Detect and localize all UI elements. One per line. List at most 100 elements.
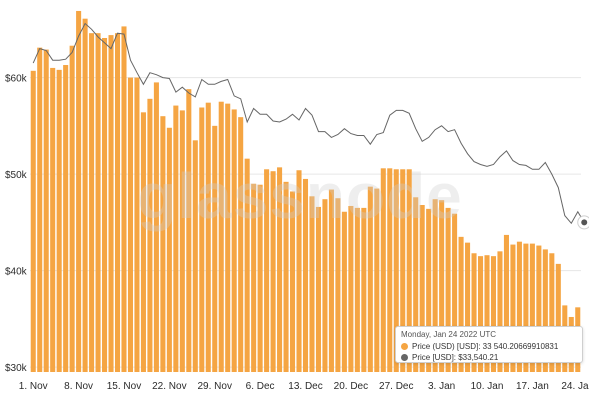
price-bar <box>458 236 464 372</box>
price-bar <box>523 243 529 372</box>
price-bar <box>380 168 386 372</box>
price-bar <box>341 211 347 372</box>
price-bar <box>205 102 211 372</box>
price-bar <box>510 244 516 372</box>
price-bar <box>471 253 477 372</box>
price-bar <box>82 18 88 373</box>
price-bar <box>127 77 134 372</box>
price-bar <box>465 242 471 372</box>
price-bar <box>445 207 451 372</box>
price-bar <box>426 208 432 372</box>
x-tick-label: 10. Jan <box>471 381 504 392</box>
x-tick-label: 1. Nov <box>19 381 48 392</box>
price-bar <box>490 256 497 372</box>
price-bar <box>218 101 224 372</box>
x-tick-label: 3. Jan <box>428 381 455 392</box>
price-bar <box>516 241 522 372</box>
price-bar <box>549 253 555 372</box>
y-tick-label: $50k <box>5 170 28 181</box>
tooltip: Monday, Jan 24 2022 UTC Price (USD) [USD… <box>395 326 583 363</box>
price-bar <box>536 245 542 372</box>
price-bar <box>309 196 315 372</box>
price-bar <box>315 206 321 372</box>
price-bar <box>166 127 172 373</box>
price-bar <box>322 199 328 372</box>
price-bar <box>452 213 458 372</box>
price-bar <box>361 207 367 372</box>
x-tick-label: 27. Dec <box>379 381 413 392</box>
price-bar <box>56 69 62 372</box>
x-tick-label: 8. Nov <box>64 381 93 392</box>
price-bar <box>302 178 309 372</box>
x-tick-label: 15. Nov <box>107 381 141 392</box>
price-bar <box>179 110 185 373</box>
price-bar <box>153 82 159 373</box>
bar-series-dot-icon <box>401 343 408 350</box>
price-bar <box>270 171 276 372</box>
price-bar <box>134 77 140 372</box>
y-tick-label: $60k <box>5 74 28 85</box>
price-bar <box>192 140 198 372</box>
price-bar <box>257 184 263 372</box>
price-bar <box>264 169 270 372</box>
price-bar <box>393 169 399 372</box>
x-axis-ticks: 1. Nov 8. Nov 15. Nov 22. Nov 29. Nov 6. Dec 1… <box>19 381 589 392</box>
price-bar <box>95 33 101 372</box>
price-bar <box>400 169 406 372</box>
price-bar <box>296 170 302 372</box>
hover-marker[interactable] <box>577 215 589 230</box>
price-bar <box>484 255 490 372</box>
tooltip-row-text: Price (USD) [USD]: 33 540.20669910831 <box>412 342 559 351</box>
price-bar <box>328 189 334 372</box>
price-bar <box>186 89 192 372</box>
price-bar <box>283 181 289 372</box>
price-bar <box>354 207 360 372</box>
price-bar <box>102 37 108 373</box>
price-bar <box>225 103 231 373</box>
price-bar <box>542 249 548 372</box>
price-bar <box>335 198 341 372</box>
price-bar <box>419 204 425 372</box>
price-bar <box>439 200 445 372</box>
price-bar <box>529 243 535 372</box>
price-bar <box>290 191 296 372</box>
price-bar <box>30 70 36 372</box>
price-bar <box>89 33 95 372</box>
price-bar <box>244 158 250 372</box>
x-tick-label: 13. Dec <box>288 381 322 392</box>
price-bar <box>37 47 43 372</box>
price-bar <box>503 234 509 372</box>
price-bar <box>387 168 393 372</box>
x-tick-label: 29. Nov <box>198 381 232 392</box>
price-bar <box>108 35 114 373</box>
price-bar <box>199 107 205 373</box>
price-bar <box>406 169 412 372</box>
y-tick-label: $40k <box>5 267 28 278</box>
price-bar <box>121 26 127 372</box>
marker-point[interactable] <box>581 219 588 226</box>
tooltip-row-text: Price [USD]: $33,540.21 <box>412 353 499 362</box>
x-tick-label: 20. Dec <box>334 381 368 392</box>
tooltip-row-bar: Price (USD) [USD]: 33 540.20669910831 <box>401 341 577 352</box>
price-bar <box>277 167 283 372</box>
price-bar <box>413 197 419 372</box>
price-bar <box>231 109 237 373</box>
line-series-dot-icon <box>401 354 408 361</box>
price-bar <box>160 116 166 372</box>
price-bar <box>477 256 484 372</box>
price-bar <box>374 188 380 372</box>
price-bar <box>348 205 354 372</box>
y-tick-label: $30k <box>5 363 28 374</box>
price-bar <box>251 183 257 372</box>
price-bar <box>173 105 179 373</box>
price-bar <box>76 10 82 373</box>
y-axis-ticks: $30k $40k $50k $60k <box>5 74 28 375</box>
price-bar <box>50 67 56 373</box>
price-bar <box>147 98 153 372</box>
price-bar <box>367 186 373 372</box>
price-bar <box>238 117 244 372</box>
price-bar <box>555 263 561 372</box>
price-bar <box>114 33 121 372</box>
price-bar <box>497 251 503 372</box>
